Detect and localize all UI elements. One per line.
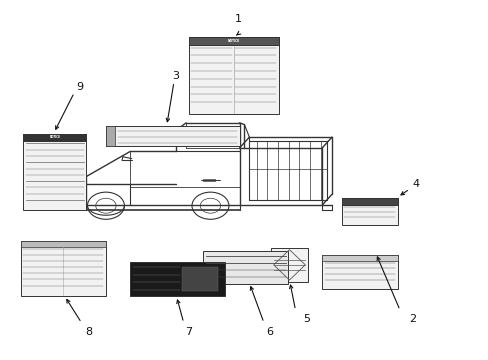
Bar — [69, 194, 81, 202]
Bar — [23, 134, 86, 141]
Bar — [188, 37, 278, 45]
Text: 3: 3 — [172, 71, 179, 81]
Text: 2: 2 — [408, 314, 415, 324]
Bar — [130, 262, 224, 296]
Bar — [322, 255, 397, 261]
Text: 1: 1 — [235, 14, 242, 24]
Bar — [188, 37, 278, 114]
Bar — [54, 194, 66, 202]
Bar — [23, 134, 86, 210]
Text: 6: 6 — [266, 327, 273, 337]
Text: 4: 4 — [412, 179, 419, 189]
Bar — [106, 126, 115, 146]
Bar — [106, 126, 239, 146]
Bar — [341, 198, 397, 205]
Text: 9: 9 — [77, 82, 83, 92]
Bar — [203, 251, 287, 284]
Bar — [21, 241, 106, 296]
Bar — [203, 179, 215, 181]
Bar — [271, 248, 307, 282]
Text: NOTICE: NOTICE — [49, 135, 61, 139]
Bar — [21, 241, 106, 247]
Text: NOTICE: NOTICE — [227, 39, 239, 43]
Bar — [322, 255, 397, 289]
Text: 5: 5 — [303, 314, 309, 324]
Bar — [182, 267, 218, 291]
Bar — [341, 198, 397, 225]
Text: 7: 7 — [184, 327, 192, 337]
Text: 8: 8 — [85, 327, 92, 337]
